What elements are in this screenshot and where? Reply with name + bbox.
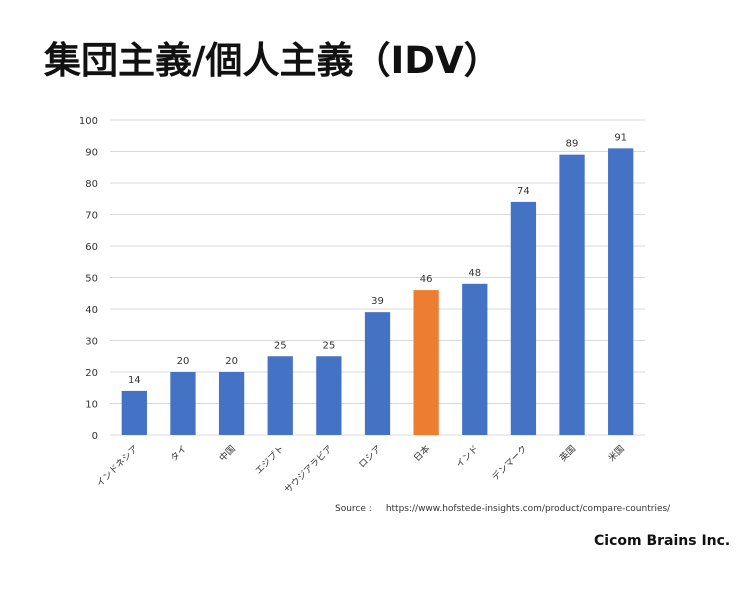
data-label: 39 [371, 296, 384, 307]
y-tick-label: 60 [85, 242, 98, 253]
data-label: 91 [614, 132, 627, 143]
x-tick-label: サウジアラビア [283, 443, 335, 495]
x-tick-label: デンマーク [489, 443, 529, 483]
bar [316, 356, 342, 435]
y-tick-label: 90 [85, 148, 98, 159]
x-tick-label: インドネシア [94, 443, 140, 489]
bar [608, 148, 634, 435]
data-label: 20 [177, 356, 190, 367]
bar [364, 312, 391, 435]
x-tick-label: 米国 [606, 443, 627, 464]
x-tick-label: タイ [169, 443, 190, 464]
x-tick-label: 中国 [216, 443, 237, 464]
y-tick-label: 70 [85, 211, 98, 222]
source-note: Source : https://www.hofstede-insights.co… [335, 504, 670, 514]
bar [462, 283, 488, 435]
x-tick-label: 英国 [557, 443, 578, 464]
data-label: 89 [566, 139, 579, 150]
y-tick-label: 50 [85, 274, 98, 285]
page-title: 集団主義/個人主義（IDV） [44, 39, 501, 82]
company-name: Cicom Brains Inc. [594, 533, 731, 549]
source-url: https://www.hofstede-insights.com/produc… [385, 504, 671, 514]
bar [267, 356, 293, 435]
bar [121, 390, 147, 435]
bar [170, 372, 196, 435]
data-label: 14 [128, 375, 141, 386]
data-label: 20 [225, 356, 238, 367]
x-tick-label: ロシア [357, 444, 383, 470]
bar [218, 372, 245, 435]
y-tick-label: 100 [79, 116, 98, 127]
data-label: 74 [517, 186, 530, 197]
y-tick-label: 10 [85, 400, 98, 411]
x-tick-label: エジプト [253, 443, 286, 476]
bar-chart: 0 10 20 30 40 50 60 70 80 90 100 14 20 20 25 25 39 46 48 7… [79, 116, 645, 496]
bar [510, 201, 537, 435]
bar [413, 290, 439, 435]
y-axis-ticks: 0 10 20 30 40 50 60 70 80 90 100 [79, 116, 98, 442]
y-tick-label: 20 [85, 368, 98, 379]
x-tick-label: インド [455, 444, 481, 470]
bar [559, 154, 585, 435]
x-tick-label: 日本 [411, 443, 432, 464]
data-label: 46 [420, 274, 433, 285]
y-tick-label: 0 [92, 431, 98, 442]
y-tick-label: 40 [85, 305, 98, 316]
chart-bars [121, 148, 634, 435]
y-tick-label: 30 [85, 337, 98, 348]
data-label: 25 [274, 340, 287, 351]
data-label: 48 [468, 268, 481, 279]
y-tick-label: 80 [85, 179, 98, 190]
source-label: Source : [335, 504, 372, 514]
data-label: 25 [322, 340, 335, 351]
data-labels: 14 20 20 25 25 39 46 48 74 89 91 [128, 132, 627, 386]
